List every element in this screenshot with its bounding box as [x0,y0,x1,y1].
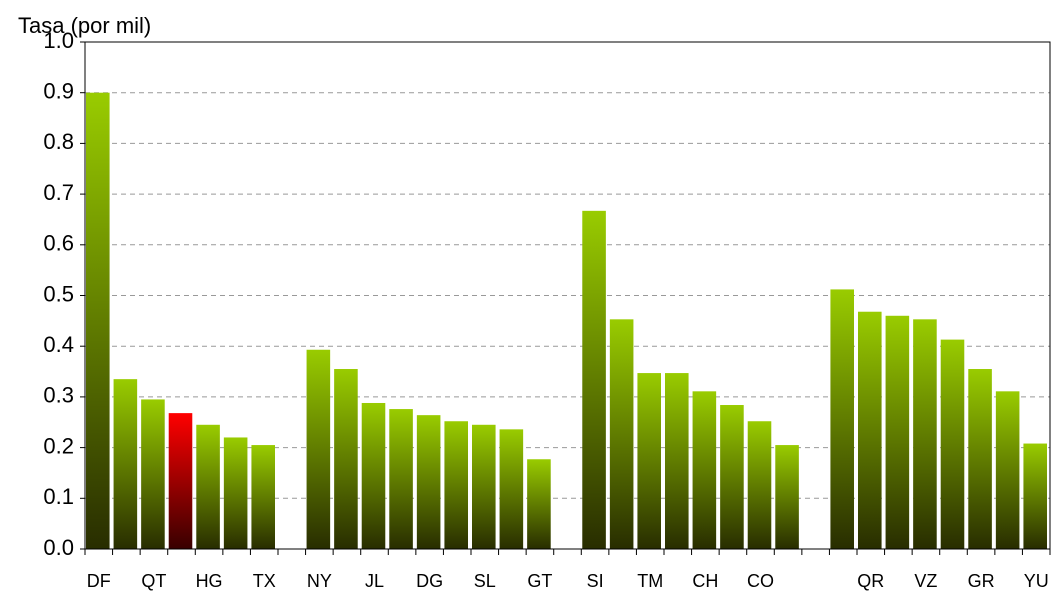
y-tick-label: 0.2 [43,433,74,458]
x-tick-label: YU [1024,571,1049,591]
bar [306,349,331,549]
y-tick-label: 0.3 [43,383,74,408]
x-tick-label: HG [196,571,223,591]
y-axis-label: Tasa (por mil) [18,13,151,38]
bar [995,391,1020,549]
bar [720,405,744,549]
bar [913,319,937,549]
bar [472,424,496,549]
bar [361,402,386,549]
bar [251,445,275,549]
x-tick-label: CO [747,571,774,591]
x-tick-label: TM [637,571,663,591]
x-tick-label: CH [692,571,718,591]
bar [747,421,772,549]
bar [858,311,882,549]
x-tick-label: QT [141,571,166,591]
x-tick-label: JL [365,571,384,591]
x-tick-label: SL [474,571,496,591]
bar [334,369,358,549]
y-tick-label: 1.0 [43,28,74,53]
bar [692,391,717,549]
bar [141,399,165,549]
bar [223,437,248,549]
x-tick-label: VZ [914,571,937,591]
bar [527,459,551,549]
y-tick-label: 0.8 [43,129,74,154]
x-tick-label: GT [527,571,552,591]
bar [389,409,413,549]
bar [940,339,965,549]
bar [444,421,468,549]
bar [775,445,799,549]
bar [968,369,992,549]
bar [582,210,606,549]
bar [609,319,634,549]
bar [885,315,910,549]
bar [637,373,661,549]
bar [1023,443,1047,549]
y-tick-label: 0.0 [43,535,74,560]
bar [830,289,854,549]
bar [665,373,689,549]
bar [86,92,110,549]
x-tick-label: DF [87,571,111,591]
bar [416,415,441,549]
x-tick-label: GR [968,571,995,591]
y-tick-label: 0.1 [43,484,74,509]
y-tick-label: 0.4 [43,332,74,357]
bar [168,413,193,549]
x-tick-label: QR [857,571,884,591]
plot-frame [84,41,1051,550]
x-tick-label: TX [253,571,276,591]
bar [196,424,220,549]
x-tick-label: SI [587,571,604,591]
bar [113,379,138,549]
y-tick-label: 0.6 [43,231,74,256]
x-tick-label: DG [416,571,443,591]
bar [499,429,524,549]
y-tick-label: 0.5 [43,281,74,306]
x-tick-label: NY [307,571,332,591]
y-tick-label: 0.9 [43,79,74,104]
y-tick-label: 0.7 [43,180,74,205]
